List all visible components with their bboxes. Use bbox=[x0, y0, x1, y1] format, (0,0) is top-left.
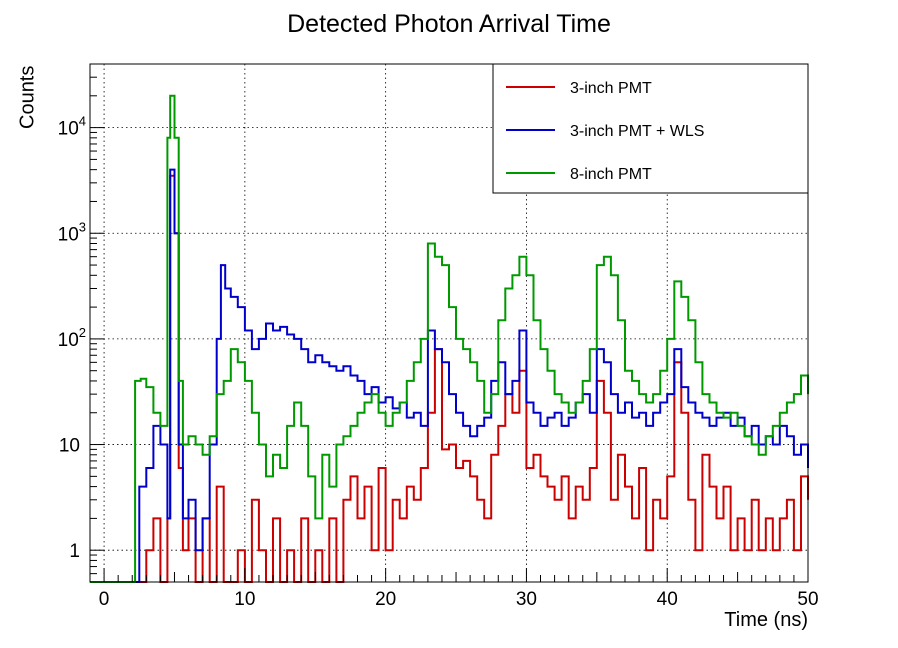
legend-label-1: 3-inch PMT bbox=[570, 80, 652, 97]
plot-frame bbox=[89, 63, 809, 583]
series-line-1 bbox=[90, 174, 809, 583]
x-tick-label: 50 bbox=[797, 589, 818, 610]
legend-label-2: 3-inch PMT + WLS bbox=[570, 123, 704, 140]
y-tick-label: 102 bbox=[58, 325, 86, 351]
legend-box bbox=[492, 63, 809, 194]
y-tick-label: 104 bbox=[58, 114, 86, 140]
chart-title: Detected Photon Arrival Time bbox=[287, 10, 611, 38]
y-tick-base: 10 bbox=[58, 119, 79, 140]
x-tick-label: 0 bbox=[99, 589, 110, 610]
y-tick-base: 10 bbox=[58, 224, 79, 245]
x-tick-label: 10 bbox=[234, 589, 255, 610]
legend-label-3: 8-inch PMT bbox=[570, 166, 652, 183]
y-tick-exponent: 2 bbox=[79, 325, 86, 340]
y-axis-label: Counts bbox=[17, 66, 39, 129]
x-axis-label: Time (ns) bbox=[724, 609, 808, 631]
y-tick-exponent: 4 bbox=[79, 114, 86, 129]
x-tick-label: 40 bbox=[657, 589, 678, 610]
series-layer bbox=[90, 94, 809, 583]
y-tick-base: 10 bbox=[58, 330, 79, 351]
y-tick-label: 103 bbox=[58, 219, 86, 245]
series-line-2 bbox=[90, 168, 809, 583]
y-tick-label: 1 bbox=[69, 541, 80, 562]
y-tick-label: 10 bbox=[59, 436, 80, 457]
y-tick-exponent: 3 bbox=[79, 219, 86, 234]
series-line-3 bbox=[90, 94, 809, 583]
x-tick-label: 20 bbox=[375, 589, 396, 610]
legend: 3-inch PMT 3-inch PMT + WLS 8-inch PMT bbox=[492, 63, 809, 194]
x-tick-label: 30 bbox=[516, 589, 537, 610]
